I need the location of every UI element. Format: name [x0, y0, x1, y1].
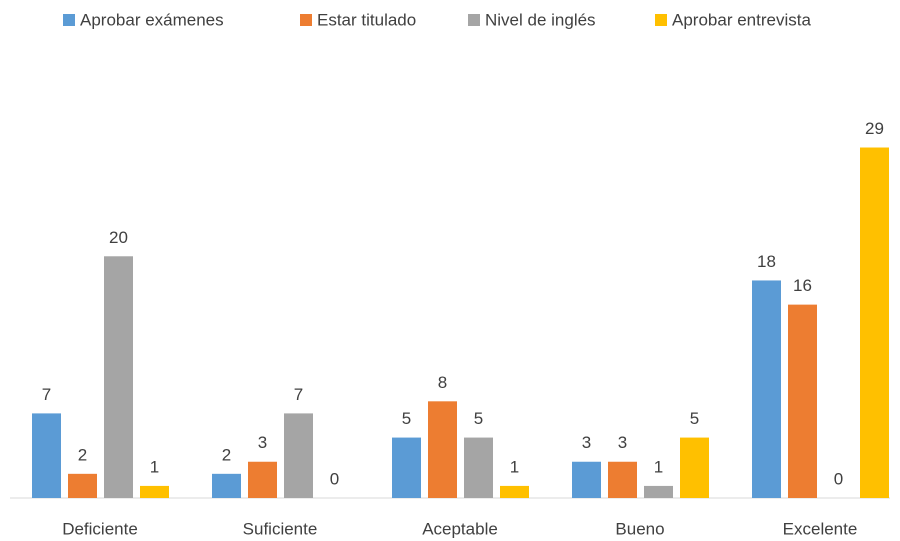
- bar: [572, 461, 601, 498]
- data-label: 1: [510, 457, 519, 476]
- data-label: 0: [834, 469, 843, 488]
- bar: [644, 485, 673, 498]
- x-tick-label: Aceptable: [422, 519, 498, 538]
- bar: [104, 256, 133, 498]
- bar: [788, 304, 817, 498]
- data-label: 5: [402, 409, 411, 428]
- legend-swatch: [300, 14, 312, 26]
- data-label: 1: [654, 457, 663, 476]
- bar: [860, 147, 889, 498]
- bar: [284, 413, 313, 498]
- data-label: 5: [690, 409, 699, 428]
- data-label: 0: [330, 469, 339, 488]
- data-label: 29: [865, 119, 884, 138]
- x-tick-label: Excelente: [783, 519, 858, 538]
- bar: [464, 437, 493, 498]
- data-label: 3: [582, 433, 591, 452]
- bar: [392, 437, 421, 498]
- data-label: 8: [438, 373, 447, 392]
- bar: [680, 437, 709, 498]
- data-label: 3: [258, 433, 267, 452]
- bar: [140, 485, 169, 498]
- legend-swatch: [63, 14, 75, 26]
- legend-swatch: [655, 14, 667, 26]
- bar: [68, 473, 97, 498]
- x-tick-label: Bueno: [615, 519, 664, 538]
- data-label: 1: [150, 457, 159, 476]
- bar: [752, 280, 781, 498]
- bar: [212, 473, 241, 498]
- x-tick-label: Suficiente: [243, 519, 318, 538]
- legend-label: Nivel de inglés: [485, 10, 596, 29]
- data-label: 7: [42, 385, 51, 404]
- bar: [608, 461, 637, 498]
- data-label: 5: [474, 409, 483, 428]
- data-label: 20: [109, 228, 128, 247]
- data-label: 18: [757, 252, 776, 271]
- data-label: 3: [618, 433, 627, 452]
- bar: [428, 401, 457, 498]
- data-label: 7: [294, 385, 303, 404]
- legend-label: Estar titulado: [317, 10, 416, 29]
- data-label: 2: [78, 445, 87, 464]
- bar: [500, 485, 529, 498]
- legend-swatch: [468, 14, 480, 26]
- legend-label: Aprobar exámenes: [80, 10, 224, 29]
- x-tick-label: Deficiente: [62, 519, 138, 538]
- legend-label: Aprobar entrevista: [672, 10, 811, 29]
- data-label: 2: [222, 445, 231, 464]
- bar: [32, 413, 61, 498]
- bar: [248, 461, 277, 498]
- data-label: 16: [793, 276, 812, 295]
